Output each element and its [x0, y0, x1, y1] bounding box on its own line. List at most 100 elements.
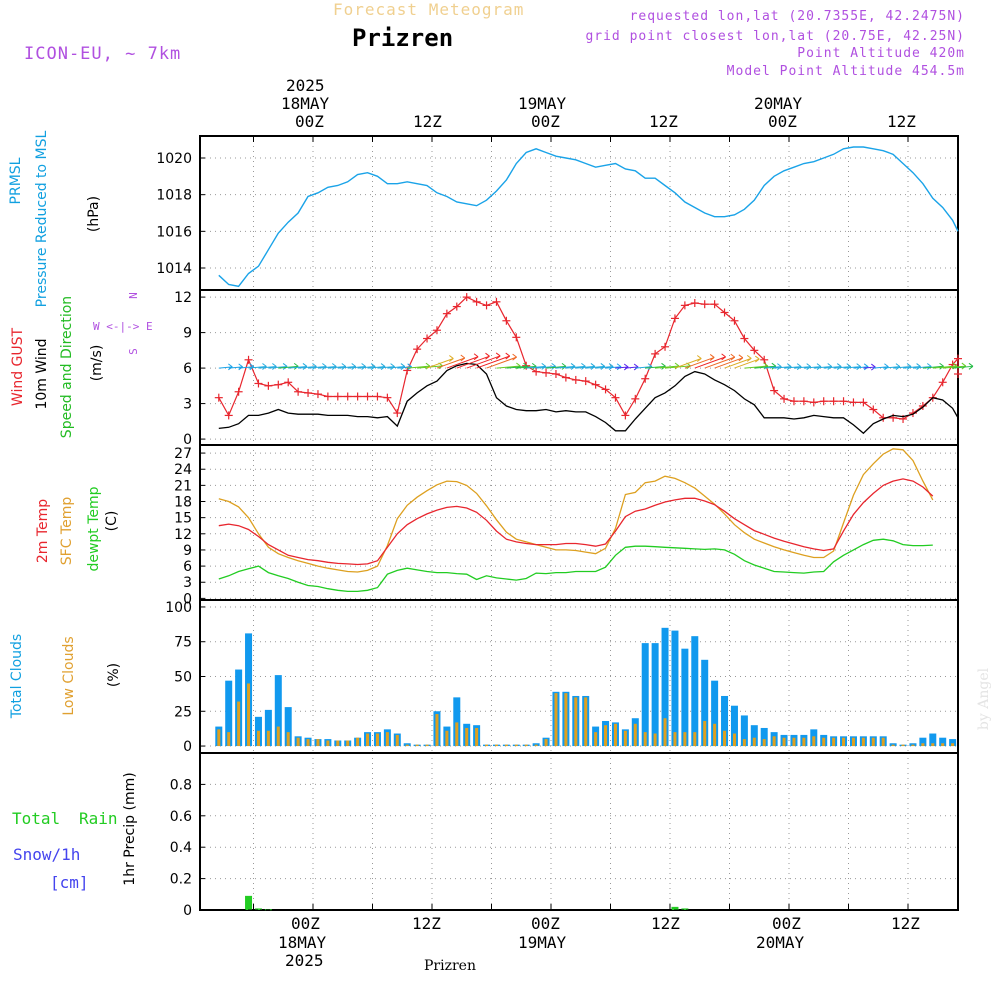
low-cloud-bar	[822, 737, 826, 747]
wind-arrow	[764, 366, 782, 369]
wind-arrow-head	[400, 363, 406, 367]
wind-arrow	[575, 365, 595, 369]
wind-arrow	[298, 365, 317, 369]
low-cloud-bar	[941, 743, 945, 747]
pressure-line	[218, 146, 959, 288]
wind-arrow-head	[380, 363, 386, 367]
wind-arrow-head	[249, 363, 255, 368]
wind-arrow-head	[238, 363, 243, 368]
wind-arrow-head	[968, 362, 974, 367]
wind-arrow-head	[771, 362, 777, 367]
y-tick-label: 25	[174, 704, 192, 720]
wind-arrow	[317, 365, 337, 369]
wind-arrow	[258, 366, 277, 369]
y-tick-label: 1016	[156, 224, 192, 240]
wind-arrow	[595, 366, 614, 369]
wind-arrow-head	[561, 362, 567, 367]
wind-arrow	[228, 366, 243, 369]
low-cloud-bar	[703, 721, 707, 747]
snow-label: Snow/1h	[13, 845, 81, 864]
low-cloud-bar	[921, 743, 925, 747]
low-cloud-bar	[673, 732, 677, 747]
wind-arrow	[327, 366, 346, 369]
footer-location: Prizren	[424, 958, 476, 974]
wind-arrow	[793, 366, 811, 369]
low-cloud-bar	[514, 744, 518, 747]
wind-arrow	[555, 365, 576, 369]
low-cloud-bar	[494, 744, 498, 747]
low-cloud-bar	[653, 733, 657, 747]
wind-arrow-head	[786, 363, 792, 367]
wind-arrow-head	[906, 363, 912, 367]
y-tick-label: 0.6	[170, 809, 192, 825]
low-cloud-bar	[306, 739, 310, 747]
low-cloud-bar	[286, 732, 290, 747]
total-cloud-bar	[939, 737, 947, 747]
wind-arrow-head	[738, 357, 744, 362]
panel-frame	[199, 752, 959, 911]
wind-arrow	[506, 365, 528, 369]
wind-arrow-head	[856, 363, 861, 367]
rain-bar	[671, 906, 679, 910]
low-cloud-bar	[663, 718, 667, 747]
wind-arrow	[536, 365, 556, 369]
low-cloud-bar	[861, 737, 865, 747]
low-cloud-bar	[465, 727, 469, 747]
total-cloud-bar	[721, 695, 729, 747]
wind-arrow	[466, 355, 501, 369]
low-cloud-bar	[237, 701, 241, 747]
wind-arrow	[436, 357, 465, 369]
panel-frame	[199, 135, 959, 291]
low-cloud-bar	[594, 732, 598, 747]
wind-arrow	[744, 365, 768, 369]
wind-arrow-head	[505, 352, 511, 357]
y-tick-label: 75	[174, 635, 192, 651]
wind-arrow	[843, 366, 861, 369]
low-cloud-bar	[752, 737, 756, 747]
low-cloud-bar	[504, 744, 508, 747]
wind-arrow-head	[952, 362, 958, 367]
y-tick-label: 9	[183, 326, 192, 342]
wind-arrow-head	[262, 363, 267, 367]
total-cloud-bar	[711, 680, 719, 747]
y-tick-label: 21	[174, 478, 192, 494]
wind-arrow-head	[746, 354, 752, 359]
y-tick-label: 3	[183, 397, 192, 413]
wind-arrow	[278, 365, 299, 369]
low-cloud-bar	[742, 739, 746, 747]
y-tick-label: 0	[183, 903, 192, 919]
wind-arrow	[803, 366, 822, 369]
wind-arrow	[446, 356, 479, 369]
wind-arrow-head	[370, 363, 376, 367]
low-cloud-bar	[723, 730, 727, 747]
wind-arrow	[605, 366, 622, 369]
supertitle: Forecast Meteogram	[333, 0, 525, 19]
wind-arrow-head	[581, 362, 586, 367]
low-cloud-bar	[276, 726, 280, 747]
wind-arrow	[655, 365, 680, 369]
low-cloud-bar	[762, 739, 766, 747]
wind-arrow-head	[754, 358, 760, 363]
low-cloud-bar	[485, 744, 489, 747]
model-point-altitude: Model Point Altitude 454.5m	[726, 64, 965, 79]
y-tick-label: 100	[165, 600, 192, 616]
wind-arrow	[883, 366, 900, 369]
total-cloud-bar	[641, 643, 649, 747]
grid-point-coords: grid point closest lon,lat (20.75E, 42.2…	[585, 29, 965, 44]
wind-arrow	[902, 366, 921, 369]
y-tick-label: 6	[183, 361, 192, 377]
total-cloud-bar	[453, 697, 461, 747]
bottom-tick-12z-2: 12Z	[651, 914, 680, 933]
low-cloud-bar	[623, 730, 627, 747]
wind-arrow-head	[523, 362, 528, 367]
wind-arrow	[754, 365, 776, 369]
wind-arrow-head	[293, 362, 299, 367]
wind-arrow	[397, 366, 412, 369]
wind-arrow-head	[541, 362, 547, 367]
low-cloud-bar	[683, 732, 687, 747]
top-tick-12z-2: 12Z	[649, 112, 678, 131]
low-cloud-bar	[435, 714, 439, 747]
wind-arrow-head	[846, 363, 852, 367]
bottom-tick-00z-2: 00Z	[531, 914, 560, 933]
